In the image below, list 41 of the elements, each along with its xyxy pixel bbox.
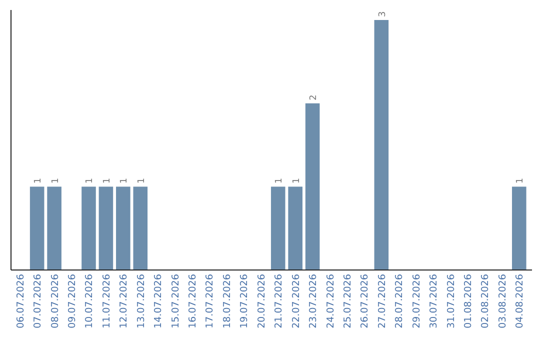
x-tick-label: 01.08.2026	[462, 274, 474, 328]
x-tick-label: 15.07.2026	[170, 274, 182, 328]
x-tick-label: 29.07.2026	[411, 274, 422, 328]
data-label: 3	[378, 11, 388, 17]
x-tick-label: 09.07.2026	[67, 274, 78, 328]
x-tick-label: 08.07.2026	[50, 274, 61, 328]
x-tick-label: 03.08.2026	[497, 274, 508, 328]
x-tick-label: 19.07.2026	[239, 274, 250, 328]
x-tick-label: 23.07.2026	[308, 274, 320, 328]
data-label: 1	[274, 178, 285, 184]
x-tick-label: 26.07.2026	[360, 274, 371, 328]
x-tick-label: 31.07.2026	[446, 274, 457, 328]
data-label: 1	[102, 178, 112, 184]
x-tick-label: 20.07.2026	[256, 274, 268, 328]
x-tick-label: 14.07.2026	[153, 274, 164, 328]
x-tick-label: 04.08.2026	[514, 274, 526, 328]
x-tick-label: 07.07.2026	[32, 274, 44, 328]
x-tick-label: 12.07.2026	[118, 274, 130, 328]
x-tick-label: 11.07.2026	[101, 274, 112, 328]
data-label: 1	[516, 178, 526, 184]
data-label: 1	[34, 178, 44, 184]
x-tick-label: 13.07.2026	[136, 274, 147, 328]
x-tick-label: 25.07.2026	[342, 274, 354, 328]
x-tick-label: 24.07.2026	[325, 274, 336, 328]
x-tick-label: 30.07.2026	[428, 274, 440, 328]
x-tick-label: 21.07.2026	[274, 274, 285, 328]
x-tick-label: 22.07.2026	[290, 274, 302, 328]
data-label: 1	[120, 178, 130, 184]
x-tick-label: 16.07.2026	[188, 274, 199, 328]
x-tick-label: 02.08.2026	[480, 274, 492, 328]
x-tick-label: 18.07.2026	[222, 274, 233, 328]
x-tick-label: 27.07.2026	[376, 274, 388, 328]
data-label: 1	[50, 178, 61, 184]
data-label: 1	[292, 178, 302, 184]
x-tick-label: 17.07.2026	[204, 274, 216, 328]
data-label: 2	[309, 94, 320, 100]
data-label: 1	[136, 178, 147, 184]
x-tick-label: 28.07.2026	[394, 274, 406, 328]
x-tick-label: 06.07.2026	[15, 274, 26, 328]
x-tick-label: 10.07.2026	[84, 274, 96, 328]
data-label: 1	[85, 178, 96, 184]
